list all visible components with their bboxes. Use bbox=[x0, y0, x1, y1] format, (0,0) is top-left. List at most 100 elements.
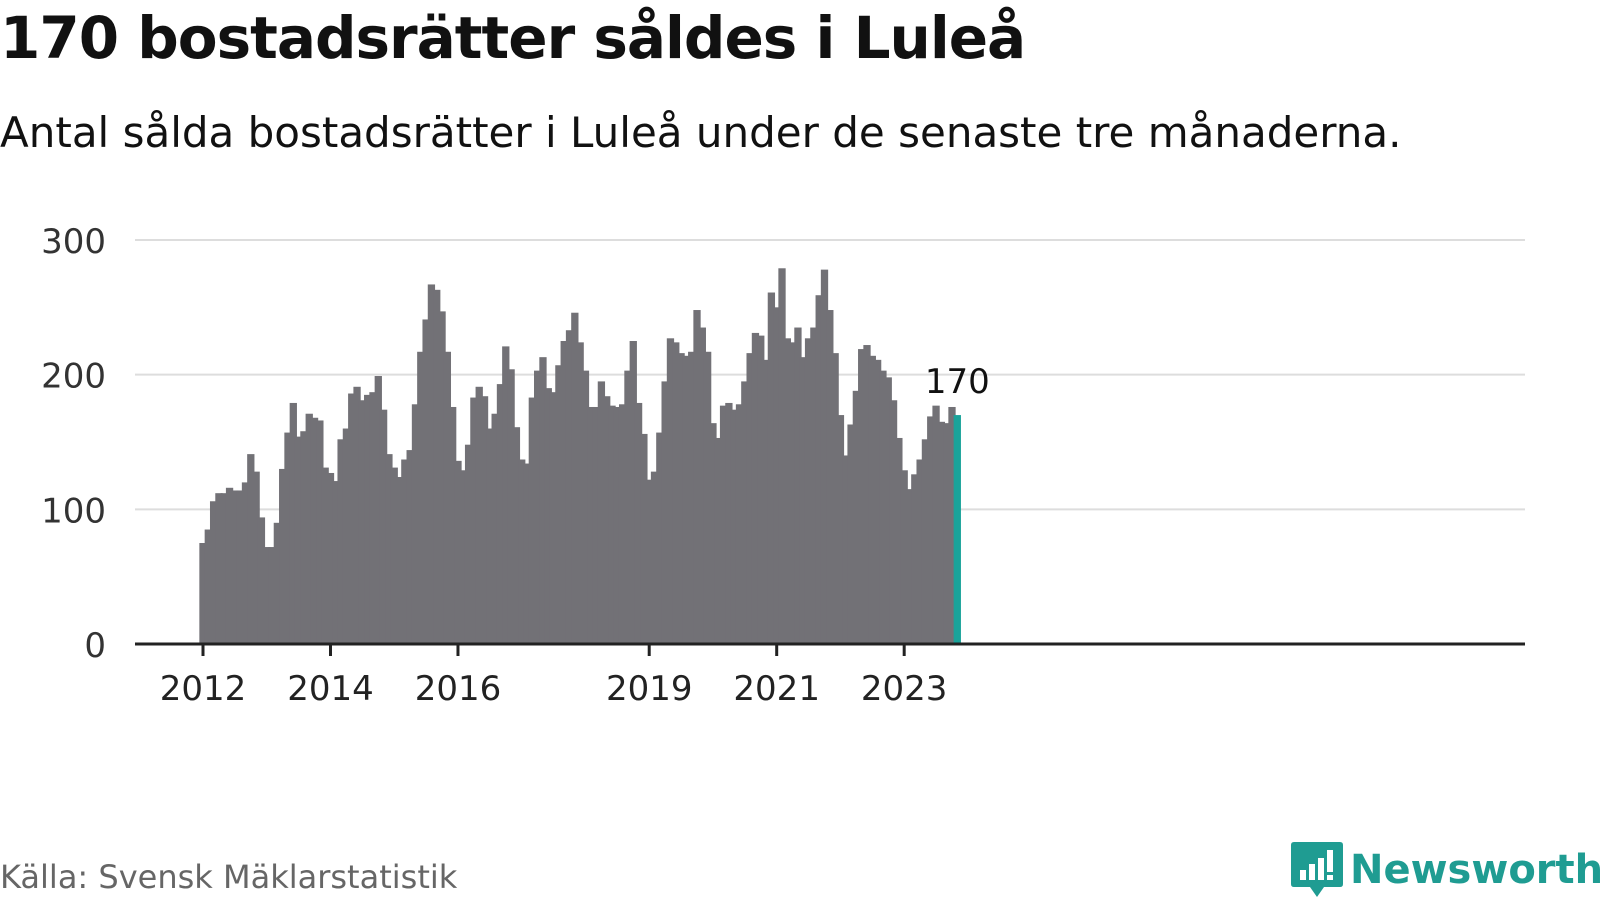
bar bbox=[911, 474, 919, 644]
bar bbox=[836, 415, 845, 644]
bar bbox=[709, 423, 717, 644]
y-tick-label: 300 bbox=[41, 222, 106, 262]
bar bbox=[778, 268, 786, 644]
bar bbox=[379, 409, 388, 644]
bar bbox=[900, 470, 908, 644]
bar bbox=[826, 310, 834, 644]
brand-logo: Newsworthy bbox=[1290, 840, 1600, 900]
bar bbox=[369, 392, 377, 644]
bar bbox=[603, 396, 611, 644]
bar bbox=[385, 454, 393, 644]
bar bbox=[677, 353, 685, 644]
bar bbox=[565, 330, 574, 644]
bar bbox=[321, 467, 329, 644]
bar bbox=[905, 489, 914, 644]
chart-title: 170 bostadsrätter såldes i Luleå bbox=[0, 4, 1026, 72]
bar bbox=[730, 409, 738, 644]
bar bbox=[847, 424, 855, 644]
bar bbox=[523, 463, 531, 644]
bar bbox=[310, 417, 319, 644]
bar bbox=[937, 421, 946, 644]
bar bbox=[438, 311, 446, 644]
bar bbox=[496, 384, 505, 644]
bar bbox=[518, 459, 526, 644]
bar bbox=[757, 335, 765, 644]
bar bbox=[364, 394, 372, 644]
bar bbox=[868, 355, 876, 644]
bar bbox=[294, 436, 303, 644]
bar bbox=[587, 406, 595, 644]
bar bbox=[863, 345, 871, 644]
bar bbox=[746, 353, 754, 644]
bar bbox=[528, 397, 536, 644]
bar bbox=[581, 370, 590, 644]
bar bbox=[470, 397, 478, 644]
bar bbox=[231, 490, 239, 644]
bar bbox=[337, 439, 345, 644]
bar bbox=[629, 341, 637, 644]
bar bbox=[842, 455, 850, 644]
bar-highlight bbox=[953, 415, 961, 644]
bar bbox=[592, 406, 600, 644]
bar bbox=[454, 460, 462, 644]
bar bbox=[316, 420, 324, 644]
bar bbox=[852, 390, 861, 644]
bar bbox=[613, 406, 621, 644]
bar bbox=[459, 470, 467, 644]
bar bbox=[597, 381, 606, 644]
x-axis-ticks: 2012 2014 2016 2019 2021 2023 bbox=[160, 644, 947, 709]
bar bbox=[401, 459, 409, 644]
bar bbox=[555, 365, 563, 644]
bar bbox=[762, 359, 770, 644]
bar bbox=[395, 477, 404, 644]
bar bbox=[241, 482, 250, 644]
bar bbox=[422, 319, 430, 644]
bar bbox=[449, 406, 457, 644]
bar bbox=[427, 284, 436, 644]
chart-subtitle: Antal sålda bostadsrätter i Luleå under … bbox=[0, 108, 1402, 157]
bar bbox=[682, 355, 691, 644]
bar bbox=[693, 310, 701, 644]
bar bbox=[358, 400, 367, 644]
bar bbox=[640, 433, 648, 644]
bar bbox=[767, 292, 776, 644]
bar bbox=[539, 357, 547, 644]
bar bbox=[879, 370, 887, 644]
x-tick-label: 2014 bbox=[287, 669, 374, 709]
bar bbox=[799, 357, 807, 644]
bar bbox=[406, 450, 414, 644]
bar bbox=[390, 467, 398, 644]
bar bbox=[284, 432, 292, 644]
bar bbox=[751, 332, 760, 644]
bar bbox=[884, 377, 892, 644]
bar bbox=[788, 342, 797, 644]
bar bbox=[634, 402, 643, 644]
bar bbox=[305, 413, 313, 644]
bar bbox=[719, 405, 728, 644]
bar bbox=[895, 437, 903, 644]
bar bbox=[571, 312, 579, 644]
bar bbox=[725, 402, 733, 644]
bar bbox=[491, 413, 499, 644]
bar bbox=[650, 471, 659, 644]
bar bbox=[342, 428, 351, 644]
bar bbox=[374, 376, 382, 644]
bar bbox=[794, 327, 802, 644]
bar bbox=[257, 517, 266, 644]
bar bbox=[576, 342, 584, 644]
bar bbox=[560, 341, 568, 644]
bar bbox=[714, 437, 722, 644]
bar bbox=[199, 543, 207, 644]
bar bbox=[810, 327, 818, 644]
bar bbox=[544, 388, 552, 644]
bar bbox=[220, 493, 228, 644]
bar bbox=[773, 307, 781, 644]
bar bbox=[300, 431, 308, 644]
bar bbox=[263, 547, 271, 644]
newsworthy-logo-icon bbox=[1291, 842, 1343, 897]
y-tick-label: 100 bbox=[41, 491, 106, 531]
bar bbox=[804, 338, 813, 644]
bar bbox=[279, 468, 287, 644]
bar bbox=[618, 404, 627, 644]
y-tick-label: 0 bbox=[84, 626, 106, 666]
